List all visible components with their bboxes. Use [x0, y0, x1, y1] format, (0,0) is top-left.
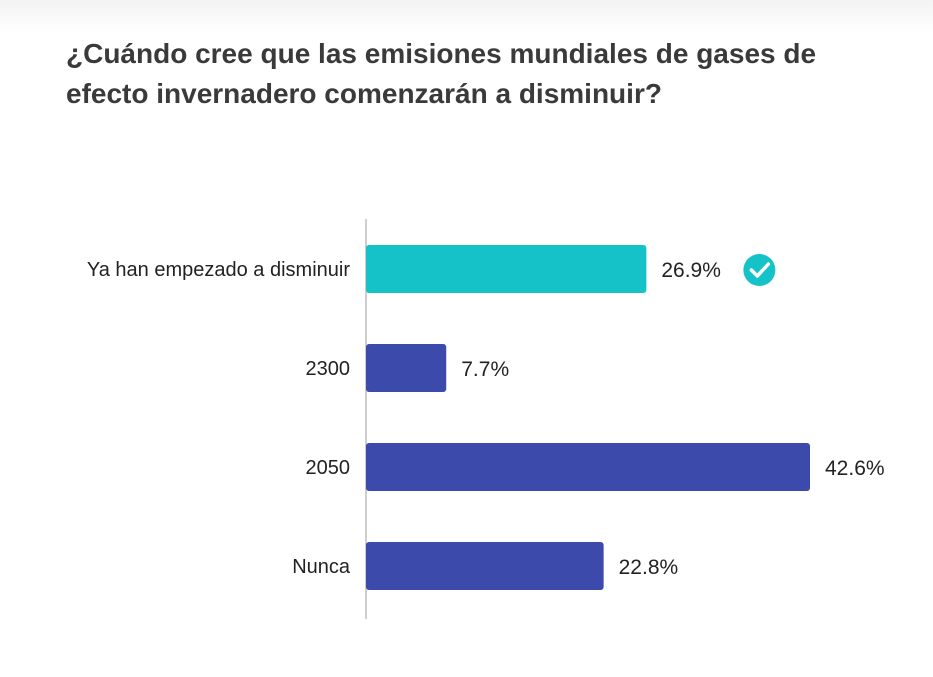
- checkmark-icon: [749, 262, 771, 278]
- header-fade: [0, 0, 933, 34]
- bar-correct: [366, 245, 647, 293]
- bar: [366, 542, 604, 590]
- bar: [366, 344, 447, 392]
- value-label: 42.6%: [825, 457, 885, 480]
- question-title: ¿Cuándo cree que las emisiones mundiales…: [66, 38, 817, 109]
- value-label: 7.7%: [461, 358, 509, 381]
- category-label: Ya han empezado a disminuir: [87, 259, 350, 281]
- check-circle-icon: [743, 254, 776, 286]
- category-label: Nunca: [292, 556, 351, 578]
- category-label: 2300: [306, 358, 351, 380]
- value-label: 26.9%: [661, 259, 721, 282]
- value-label: 22.8%: [619, 556, 679, 579]
- category-label: 2050: [306, 457, 351, 479]
- bar: [366, 443, 810, 491]
